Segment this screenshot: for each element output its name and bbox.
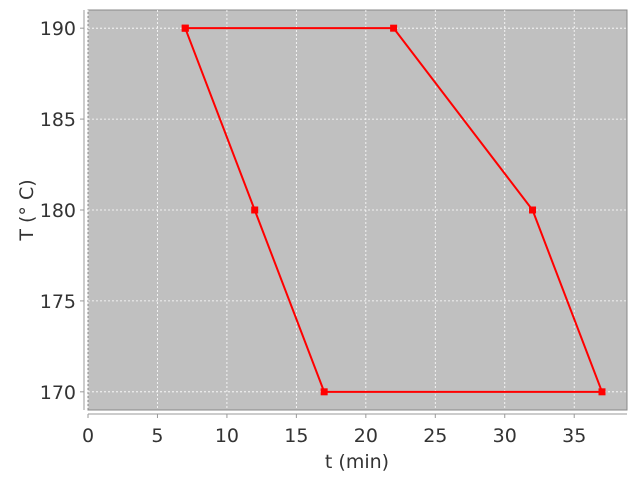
x-tick-label: 35: [562, 425, 586, 447]
x-tick-label: 25: [423, 425, 447, 447]
x-tick-label: 30: [493, 425, 517, 447]
x-axis-label: t (min): [325, 451, 389, 473]
data-point: [320, 388, 328, 396]
y-tick-label: 180: [40, 200, 76, 222]
y-tick-label: 170: [40, 382, 76, 404]
data-point: [598, 388, 606, 396]
y-tick-label: 185: [40, 109, 76, 131]
x-tick-label: 15: [284, 425, 308, 447]
y-tick-label: 175: [40, 291, 76, 313]
data-point: [390, 24, 398, 32]
x-tick-label: 0: [82, 425, 94, 447]
x-tick-label: 5: [151, 425, 163, 447]
data-point: [529, 206, 537, 214]
data-point: [251, 206, 259, 214]
y-axis-label: T (° C): [16, 179, 38, 241]
y-tick-label: 190: [40, 18, 76, 40]
x-tick-label: 20: [354, 425, 378, 447]
data-point: [181, 24, 189, 32]
x-tick-label: 10: [215, 425, 239, 447]
